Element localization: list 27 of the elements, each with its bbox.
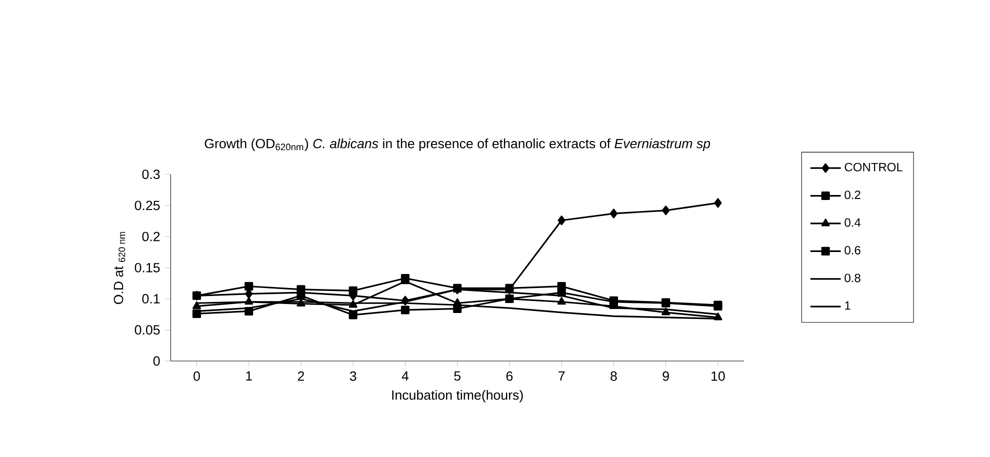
legend-label: 1 [845,301,850,310]
x-tick-label: 10 [712,371,725,381]
chart-title: Growth (OD$_{620nm}$) C. albicans in the presence of ethanolic extracts of Everniastrum sp [204,138,710,151]
x-tick-label: 9 [662,371,669,381]
y-tick-label: 0.1 [142,294,160,304]
y-tick-label: 0.25 [134,200,160,210]
y-tick-label: 0 [153,356,160,366]
x-tick-label: 0 [194,371,200,381]
y-tick-label: 0.15 [134,262,160,272]
legend-label: CONTROL [844,162,902,172]
y-tick-label: 0.05 [134,325,160,335]
x-tick-label: 3 [350,371,356,381]
legend-label: 0.4 [844,218,861,227]
y-tick-label: 0.2 [142,232,160,242]
legend-label: 0.6 [844,246,860,255]
y-axis-title: O.D at $_{620 nm}$ [114,232,126,304]
x-tick-label: 2 [298,371,304,381]
legend-label: 0.2 [844,190,860,200]
legend-label: 0.8 [844,274,860,282]
x-tick-label: 4 [402,371,409,381]
x-tick-label: 7 [558,371,565,381]
x-tick-label: 6 [506,371,513,381]
x-tick-label: 1 [246,371,252,381]
y-tick-label: 0.3 [142,170,160,180]
x-tick-label: 5 [454,371,460,381]
x-tick-label: 8 [610,371,617,381]
x-axis-title: Incubation time(hours) [392,390,523,402]
